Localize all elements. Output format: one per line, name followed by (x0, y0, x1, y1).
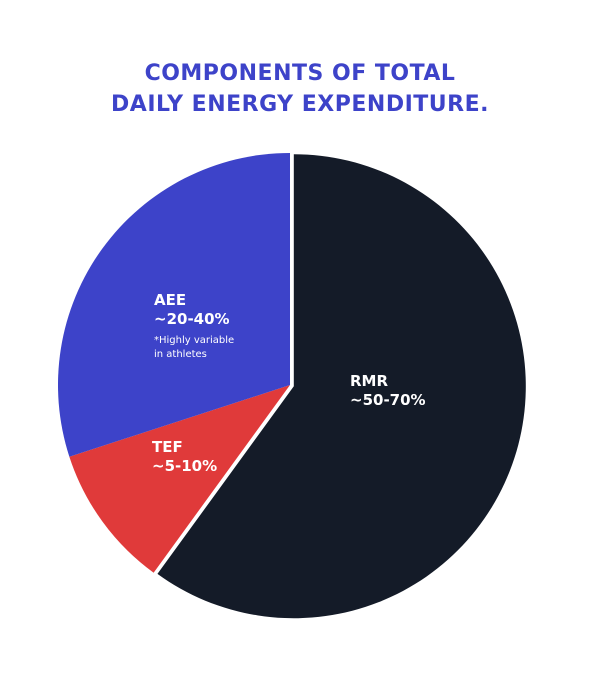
aee-range-label: ~20-40% (154, 310, 230, 328)
tef-range-label: ~5-10% (152, 457, 217, 475)
chart-title-line2: DAILY ENERGY EXPENDITURE. (111, 92, 489, 117)
tef-label: TEF (152, 438, 183, 456)
pie-labels: RMR ~50-70% AEE ~20-40% *Highly variable… (152, 291, 426, 475)
pie-slices (57, 153, 526, 619)
pie-slice-tef (69, 385, 290, 573)
rmr-label: RMR (350, 372, 388, 390)
pie-slice-rmr (157, 154, 526, 619)
chart-title-line1: COMPONENTS OF TOTAL (144, 61, 456, 86)
chart-title: COMPONENTS OF TOTAL DAILY ENERGY EXPENDI… (0, 58, 600, 120)
rmr-range-label: ~50-70% (350, 391, 426, 409)
aee-note-line1: *Highly variable (154, 335, 234, 346)
aee-note-line2: in athletes (154, 349, 207, 360)
aee-label: AEE (154, 291, 186, 309)
pie-slice-aee (57, 153, 291, 457)
